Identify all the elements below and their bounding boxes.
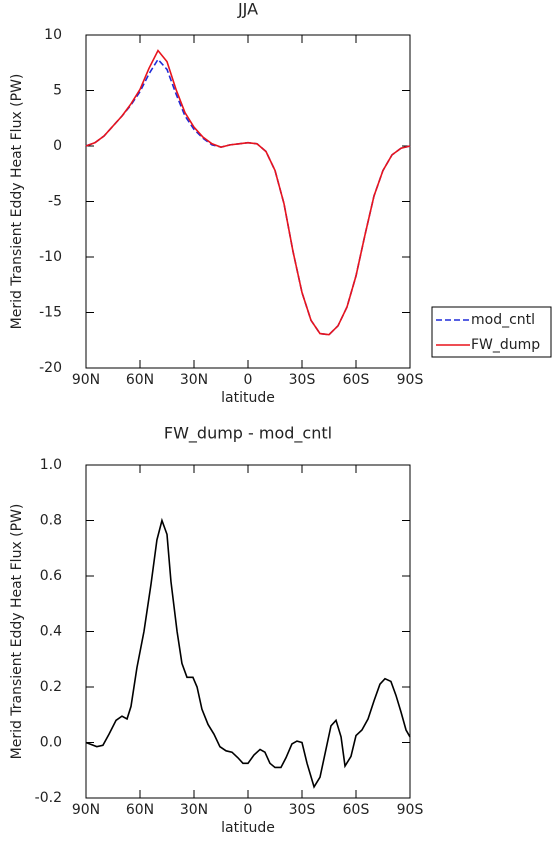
x-tick-label: 60S	[343, 802, 370, 818]
data-line	[85, 49, 411, 336]
x-tick-label: 0	[244, 802, 253, 818]
legend-label: FW_dump	[471, 337, 540, 353]
x-tick-label: 30N	[180, 372, 208, 388]
y-tick-label: 5	[53, 83, 62, 99]
plot-frame	[85, 464, 411, 799]
y-tick-label: 0	[53, 138, 62, 154]
y-tick-label: -5	[48, 194, 62, 210]
x-tick-label: 60N	[126, 802, 154, 818]
x-axis-label: latitude	[221, 820, 275, 836]
y-tick-label: 0.6	[40, 568, 62, 584]
x-tick-label: 90S	[397, 802, 424, 818]
legend-label: mod_cntl	[471, 312, 535, 328]
x-tick-label: 30N	[180, 802, 208, 818]
y-tick-label: 0.4	[40, 624, 62, 640]
x-tick-label: 90N	[72, 802, 100, 818]
y-tick-label: -0.2	[35, 790, 62, 806]
y-tick-label: 0.2	[40, 679, 62, 695]
y-tick-label: -10	[39, 249, 62, 265]
x-axis-label: latitude	[221, 390, 275, 406]
y-axis-label: Merid Transient Eddy Heat Flux (PW)	[9, 504, 25, 760]
chart-title: FW_dump - mod_cntl	[164, 424, 332, 444]
data-line	[85, 517, 411, 789]
y-tick-label: 0.0	[40, 735, 62, 751]
y-axis-label: Merid Transient Eddy Heat Flux (PW)	[9, 74, 25, 330]
x-tick-label: 60S	[343, 372, 370, 388]
x-tick-label: 30S	[289, 802, 316, 818]
data-line	[85, 58, 411, 336]
y-tick-label: -15	[39, 305, 62, 321]
plot-frame	[85, 34, 411, 369]
y-tick-label: 1.0	[40, 457, 62, 473]
y-tick-label: 0.8	[40, 513, 62, 529]
x-tick-label: 0	[244, 372, 253, 388]
chart-title: JJA	[237, 0, 258, 19]
x-tick-label: 30S	[289, 372, 316, 388]
legend-box	[431, 306, 552, 358]
x-tick-label: 60N	[126, 372, 154, 388]
x-tick-label: 90N	[72, 372, 100, 388]
y-tick-label: 10	[44, 27, 62, 43]
y-tick-label: -20	[39, 360, 62, 376]
x-tick-label: 90S	[397, 372, 424, 388]
